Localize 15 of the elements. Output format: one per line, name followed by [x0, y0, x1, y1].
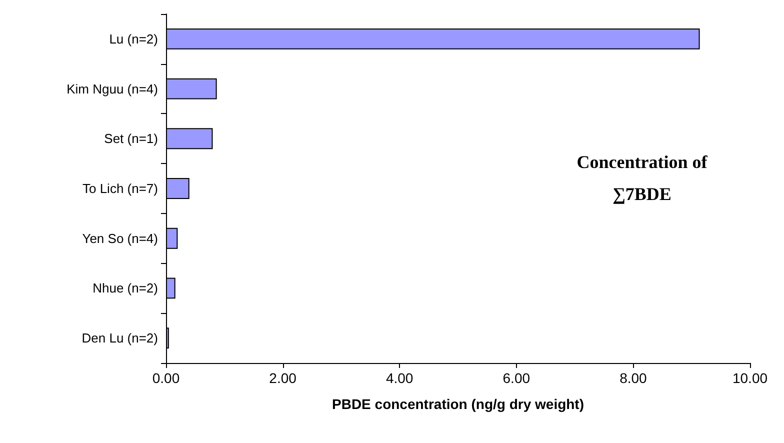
x-tick-label: 10.00: [732, 370, 768, 386]
y-tick-label: Lu (n=2): [109, 31, 158, 46]
x-tick-label: 6.00: [502, 370, 530, 386]
y-tick-label: Set (n=1): [104, 131, 158, 146]
y-tick-label: Den Lu (n=2): [82, 330, 158, 346]
x-axis-title: PBDE concentration (ng/g dry weight): [332, 396, 584, 412]
annotation: Concentration of ∑7BDE: [576, 152, 708, 204]
x-tick-label: 8.00: [620, 370, 648, 386]
y-tick-label: Kim Nguu (n=4): [66, 81, 158, 96]
y-tick-label: Nhue (n=2): [92, 280, 158, 296]
y-tick-label: Yen So (n=4): [82, 230, 158, 246]
x-tick-label: 0.00: [152, 370, 180, 386]
x-tick-label: 2.00: [269, 370, 297, 386]
x-tick-label: 4.00: [386, 370, 414, 386]
y-tick-label: To Lich (n=7): [82, 181, 158, 196]
